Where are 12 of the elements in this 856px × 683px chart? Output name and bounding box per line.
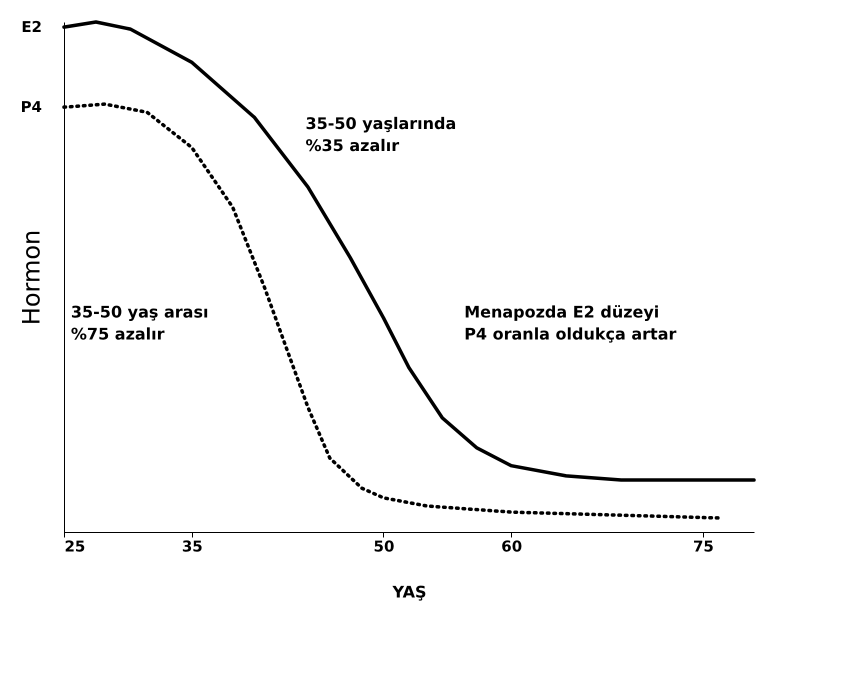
x-tick-label: 75 [692,538,714,556]
series-label: P4 [20,98,42,116]
annotation: 35-50 yaş arası %75 azalır [70,302,208,344]
annotation: 35-50 yaşlarında %35 azalır [306,114,456,155]
x-tick-label: 35 [182,538,203,556]
y-axis-title: Hormon [18,230,46,326]
x-tick-label: 60 [501,538,522,556]
x-tick-label: 50 [374,538,394,556]
series-label: E2 [21,18,42,36]
x-axis-title: YAŞ [392,582,426,602]
x-tick-label: 25 [64,538,86,556]
annotation: Menapozda E2 düzeyi P4 oranla oldukça artar [464,302,676,344]
